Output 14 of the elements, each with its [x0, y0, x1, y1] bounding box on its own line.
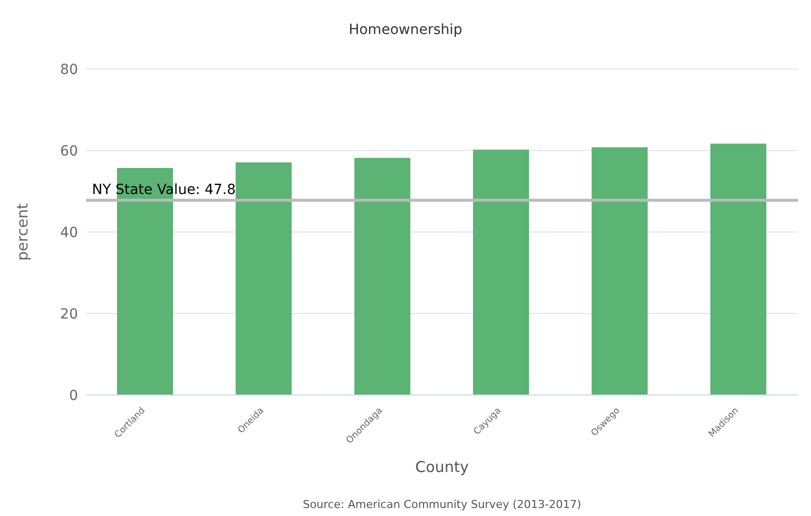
y-tick-label: 40: [60, 224, 78, 241]
y-axis-title: percent: [13, 203, 32, 261]
source-note: Source: American Community Survey (2013-2017): [302, 498, 582, 511]
y-tick-label: 20: [60, 306, 78, 322]
y-tick-label: 0: [69, 388, 78, 404]
bar: [354, 158, 410, 395]
bar: [710, 144, 766, 395]
chart-title: Homeownership: [348, 22, 464, 38]
y-tick-label: 60: [60, 143, 78, 160]
bar: [473, 150, 529, 395]
y-tick-label: 80: [60, 62, 78, 78]
bar: [236, 162, 292, 395]
x-axis-title: County: [414, 458, 470, 476]
bar: [592, 147, 648, 395]
